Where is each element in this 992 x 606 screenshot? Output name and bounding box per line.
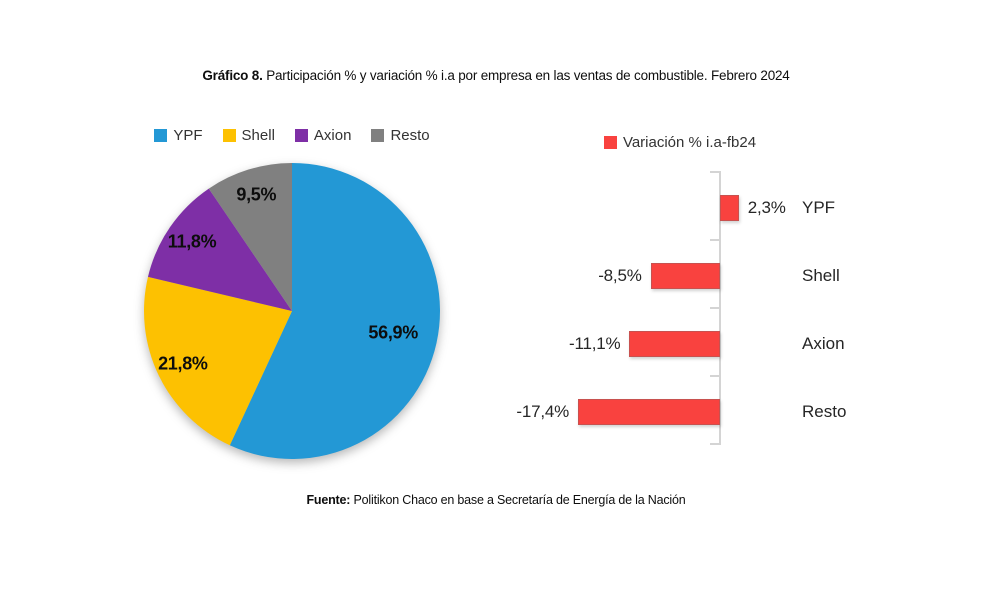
axis-tick [710, 375, 719, 377]
bar-chart: 2,3% YPF -8,5% Shell -11,1% Axion -17,4%… [516, 165, 980, 465]
pie-legend-item-axion: Axion [294, 127, 352, 144]
pie-slice-label: 21,8% [158, 353, 208, 374]
bar-row-ypf: 2,3% YPF [520, 195, 980, 221]
bar-row-axion: -11,1% Axion [520, 331, 980, 357]
pie-legend-label: YPF [173, 127, 203, 144]
pie-svg [143, 163, 440, 459]
bar-row-resto: -17,4% Resto [516, 399, 980, 425]
variation-legend-swatch-icon [603, 136, 617, 149]
pie-slice-label: 11,8% [167, 231, 217, 252]
pie-slice-axion [147, 188, 292, 311]
pie-slice-ypf [229, 163, 440, 459]
source-text: Politikon Chaco en base a Secretaría de … [350, 493, 686, 507]
ypf-legend-swatch-icon [154, 129, 168, 142]
pie-legend-item-ypf: YPF [154, 127, 203, 144]
bar-category-label: Shell [802, 266, 840, 285]
axis-tick [710, 443, 719, 445]
pie-legend-label: Shell [241, 127, 275, 144]
bar-rect-axion [629, 331, 720, 357]
pie-legend-item-resto: Resto [371, 127, 430, 144]
axis-tick [710, 239, 719, 241]
pie-slice-label: 56,9% [368, 322, 418, 343]
bar-category-label: Axion [802, 334, 845, 353]
source-label: Fuente: [306, 493, 351, 507]
bar-value-label: 2,3% [747, 198, 786, 217]
bar-legend-label: Variación % i.a-fb24 [622, 134, 757, 151]
axis-tick [710, 307, 719, 309]
pie-legend-label: Axion [313, 127, 352, 144]
bar-value-label: -11,1% [569, 334, 621, 353]
pie-slice-resto [208, 163, 292, 311]
bar-rect-shell [650, 263, 720, 289]
pie-legend-item-shell: Shell [222, 127, 275, 144]
axis-tick [710, 171, 719, 173]
source-note: Fuente: Politikon Chaco en base a Secret… [0, 493, 992, 507]
bar-legend: Variación % i.a-fb24 [520, 134, 840, 151]
chart-title: Gráfico 8. Participación % y variación %… [0, 68, 992, 83]
y-axis-line [719, 171, 721, 445]
pie-legend: YPF Shell Axion Resto [100, 127, 484, 144]
bar-row-shell: -8,5% Shell [520, 263, 980, 289]
axion-legend-swatch-icon [294, 129, 308, 142]
bar-category-label: YPF [802, 198, 836, 217]
pie-slice-shell [143, 276, 292, 446]
pie-legend-label: Resto [390, 127, 430, 144]
pie-chart: 56,9% 21,8% 11,8% 9,5% [142, 161, 442, 461]
bar-rect-ypf [720, 195, 739, 221]
bar-category-label: Resto [802, 402, 847, 421]
bar-value-label: -8,5% [598, 266, 642, 285]
bar-rect-resto [578, 399, 720, 425]
resto-legend-swatch-icon [371, 129, 385, 142]
chart-title-rest: Participación % y variación % i.a por em… [262, 68, 790, 83]
chart-title-prefix: Gráfico 8. [202, 68, 263, 83]
pie-slice-label: 9,5% [236, 184, 277, 205]
bar-legend-item: Variación % i.a-fb24 [603, 134, 757, 151]
bar-value-label: -17,4% [516, 402, 570, 421]
shell-legend-swatch-icon [222, 129, 236, 142]
